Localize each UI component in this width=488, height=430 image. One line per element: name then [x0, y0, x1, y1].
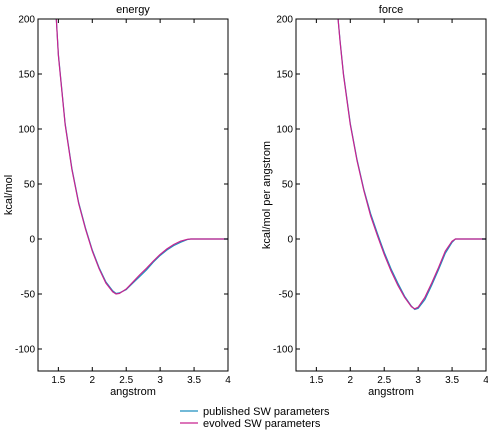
energy-y-tick-label: 150 [18, 70, 35, 81]
force-y-tick-label: -50 [279, 290, 294, 301]
energy-x-tick-label: 1.5 [51, 375, 65, 386]
energy-x-tick-label: 2.5 [119, 375, 133, 386]
force-y-tick-label: 50 [282, 180, 294, 191]
energy-x-tick-label: 3.5 [187, 375, 201, 386]
energy-x-tick-label: 3 [157, 375, 163, 386]
energy-series-published-line [55, 19, 228, 295]
energy-x-tick-label: 4 [225, 375, 231, 386]
force-series-published-line [337, 19, 486, 311]
energy-chart-title: energy [116, 4, 150, 16]
force-x-tick-label: 3.5 [445, 375, 459, 386]
force-chart-title: force [379, 4, 403, 16]
energy-x-tick-label: 2 [90, 375, 96, 386]
force-x-tick-label: 1.5 [309, 375, 323, 386]
force-series-evolved-line [337, 19, 486, 310]
legend-label-published: published SW parameters [203, 406, 330, 418]
force-y-tick-label: 150 [276, 70, 293, 81]
force-x-tick-label: 4 [483, 375, 488, 386]
legend-label-evolved: evolved SW parameters [203, 418, 321, 430]
energy-y-tick-label: 200 [18, 15, 35, 26]
energy-y-tick-label: 0 [29, 235, 35, 246]
force-x-tick-label: 2.5 [377, 375, 391, 386]
force-chart: 1.5 2 2.5 3 3.5 4 -100 -50 0 50 100 150 200 force angs… [261, 4, 488, 398]
energy-y-tick-label: -50 [21, 290, 36, 301]
force-x-axis-label: angstrom [368, 386, 414, 398]
force-y-tick-label: 0 [287, 235, 293, 246]
force-y-tick-label: 200 [276, 15, 293, 26]
force-plot-frame [295, 18, 487, 372]
force-y-axis-label: kcal/mol per angstrom [261, 141, 273, 249]
energy-chart: 1.5 2 2.5 3 3.5 4 -100 -50 0 50 100 150 200 energy ang… [3, 4, 231, 398]
energy-series-evolved-line [55, 19, 228, 295]
force-x-tick-label: 3 [415, 375, 421, 386]
energy-plot-frame [37, 18, 229, 372]
energy-y-tick-label: 100 [18, 125, 35, 136]
energy-y-tick-label: -100 [15, 345, 35, 356]
energy-y-axis-label: kcal/mol [3, 175, 15, 215]
force-y-tick-label: 100 [276, 125, 293, 136]
force-x-tick-label: 2 [348, 375, 354, 386]
energy-y-tick-label: 50 [24, 180, 36, 191]
force-y-tick-label: -100 [273, 345, 293, 356]
energy-x-axis-label: angstrom [110, 386, 156, 398]
